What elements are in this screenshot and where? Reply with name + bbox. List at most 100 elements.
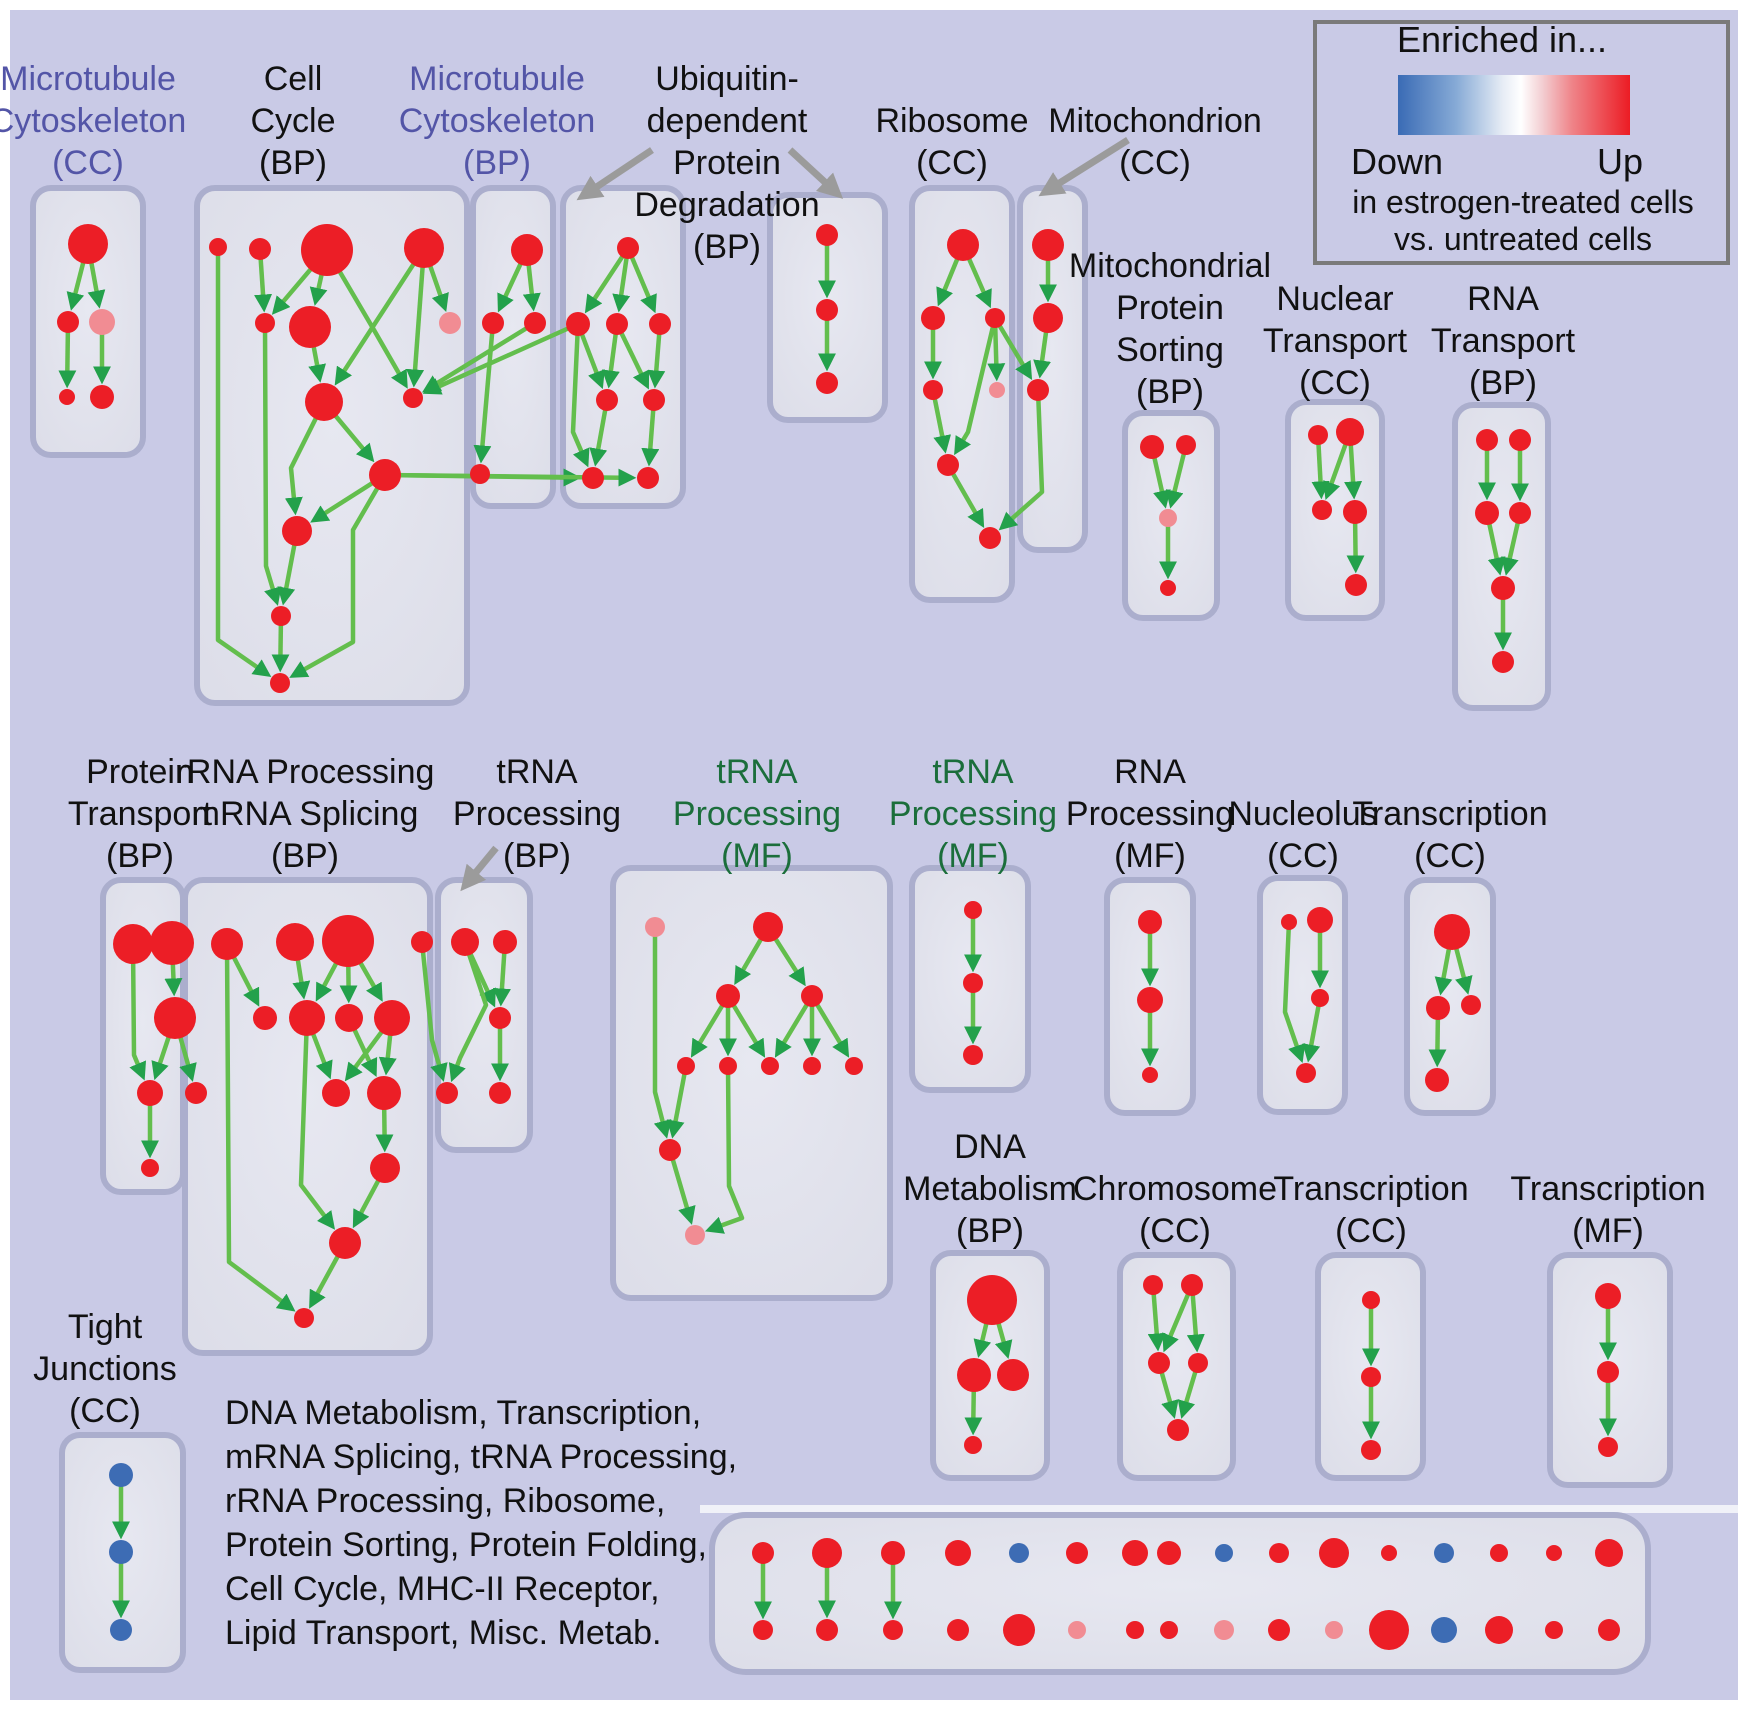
- cluster-label-ubiquitin-degradation: Ubiquitin-: [655, 60, 799, 98]
- go-term-node-protein-transport-0: [113, 924, 153, 964]
- legend-up-label: Up: [1597, 141, 1643, 182]
- go-term-node-rrna-mrna-1: [276, 923, 314, 961]
- go-term-node-ribosome-0: [947, 229, 979, 261]
- cluster-label-nuclear-transport: Transport: [1263, 322, 1408, 360]
- cluster-label-rna-transport: Transport: [1431, 322, 1576, 360]
- misc-clusters-text: DNA Metabolism, Transcription,: [225, 1394, 701, 1432]
- trna-bp-arrow: [460, 845, 499, 892]
- go-term-node-misc-strip-24: [1214, 1620, 1234, 1640]
- cluster-label-trna-processing-mf-small: (MF): [937, 837, 1009, 875]
- cluster-label-trna-processing-mf-small: Processing: [889, 795, 1057, 833]
- legend-subtitle-1: in estrogen-treated cells: [1352, 184, 1694, 220]
- cluster-label-mitochondrion: (CC): [1119, 144, 1191, 182]
- go-term-node-chromosome-3: [1188, 1353, 1208, 1373]
- go-term-node-rrna-mrna-0: [211, 928, 243, 960]
- cluster-label-cell-cycle: Cell: [264, 60, 323, 98]
- legend-subtitle-2: vs. untreated cells: [1394, 221, 1652, 257]
- legend-colorbar: [1398, 75, 1630, 135]
- go-term-node-nuclear-transport-3: [1343, 500, 1367, 524]
- cluster-label-trna-processing-mf-small: tRNA: [932, 753, 1014, 791]
- go-term-node-trna-processing-mf-big-3: [801, 985, 823, 1007]
- go-term-node-ubiquitin-degradation-2: [606, 313, 628, 335]
- misc-clusters-text: rRNA Processing, Ribosome,: [225, 1482, 665, 1520]
- go-term-node-rrna-mrna-2: [322, 915, 374, 967]
- go-term-node-rna-transport-3: [1509, 502, 1531, 524]
- go-term-node-transcription-cc-bot-0: [1362, 1291, 1380, 1309]
- go-term-node-rrna-mrna-7: [335, 1004, 363, 1032]
- go-term-node-trna-processing-mf-small-1: [963, 973, 983, 993]
- cluster-label-mito-protein-sorting: (BP): [1136, 373, 1204, 411]
- go-term-node-trna-processing-bp-4: [489, 1082, 511, 1104]
- go-term-node-rrna-mrna-11: [370, 1153, 400, 1183]
- go-term-node-chromosome-0: [1143, 1275, 1163, 1295]
- go-term-node-misc-strip-17: [816, 1619, 838, 1641]
- cluster-label-microtubule-bp: Microtubule: [409, 60, 585, 98]
- go-term-node-trna-processing-bp-1: [493, 930, 517, 954]
- go-term-node-misc-strip-11: [1381, 1545, 1397, 1561]
- go-term-node-ubiquitin-degradation-3: [649, 313, 671, 335]
- cluster-label-rna-transport: RNA: [1467, 280, 1539, 318]
- go-term-node-transcription-cc-mid-1: [1426, 996, 1450, 1020]
- cluster-label-rrna-mrna: mRNA Splicing: [192, 795, 419, 833]
- edge-cell-cycle: [325, 248, 408, 389]
- go-term-node-ubiquitin-degradation-1: [566, 312, 590, 336]
- edge-cell-cycle: [406, 247, 427, 388]
- go-term-node-cell-cycle-10: [282, 516, 312, 546]
- cluster-box-dna-metabolism: [930, 1250, 1050, 1481]
- go-term-node-transcription-cc-mid-2: [1461, 995, 1481, 1015]
- misc-clusters-text: Protein Sorting, Protein Folding,: [225, 1526, 707, 1564]
- go-term-node-trna-processing-bp-3: [436, 1082, 458, 1104]
- go-term-node-misc-strip-20: [1003, 1614, 1035, 1646]
- misc-clusters-text: mRNA Splicing, tRNA Processing,: [225, 1438, 737, 1476]
- go-term-node-cell-cycle-1: [249, 238, 271, 260]
- cluster-label-trna-processing-bp: tRNA: [496, 753, 578, 791]
- cluster-label-nuclear-transport: Nuclear: [1276, 280, 1393, 318]
- cluster-label-rna-transport: (BP): [1469, 364, 1537, 402]
- go-term-node-misc-strip-25: [1268, 1619, 1290, 1641]
- cluster-label-microtubule-cc: Cytoskeleton: [0, 102, 186, 140]
- go-term-node-trna-processing-mf-small-2: [963, 1045, 983, 1065]
- go-term-node-rna-processing-mf-0: [1138, 910, 1162, 934]
- mitochondrion-arrow: [1038, 137, 1130, 197]
- cluster-label-nucleolus: Nucleolus: [1228, 795, 1377, 833]
- go-term-node-misc-strip-10: [1319, 1538, 1349, 1568]
- go-term-node-ubiquitin-degradation-7: [637, 467, 659, 489]
- legend-title: Enriched in...: [1397, 19, 1607, 60]
- go-term-node-protein-transport-1: [150, 921, 194, 965]
- legend-down-label: Down: [1351, 141, 1443, 182]
- go-term-node-microtubule-cc-2: [89, 309, 115, 335]
- go-term-node-nuclear-transport-4: [1345, 574, 1367, 596]
- go-term-node-cell-cycle-4: [255, 313, 275, 333]
- go-term-node-trna-processing-mf-small-0: [964, 901, 982, 919]
- go-term-node-ubiquitin-degradation-5: [643, 389, 665, 411]
- go-term-node-cell-cycle-8: [403, 388, 423, 408]
- cluster-box-nuclear-transport: [1285, 399, 1385, 621]
- cluster-label-ubiquitin-degradation: (BP): [693, 228, 761, 266]
- cluster-label-mitochondrion: Mitochondrion: [1048, 102, 1262, 140]
- misc-clusters-text: Cell Cycle, MHC-II Receptor,: [225, 1570, 660, 1608]
- go-term-node-mitochondrion-2: [1027, 379, 1049, 401]
- cluster-label-nuclear-transport: (CC): [1299, 364, 1371, 402]
- cluster-label-ubiquitin-degradation: Degradation: [634, 186, 819, 224]
- go-term-node-mito-protein-sorting-3: [1160, 580, 1176, 596]
- edge-cell-cycle: [215, 247, 272, 678]
- go-term-node-cell-cycle-11: [271, 606, 291, 626]
- go-term-node-ribosome-1: [921, 306, 945, 330]
- cluster-label-cell-cycle: (BP): [259, 144, 327, 182]
- go-term-node-misc-strip-29: [1485, 1616, 1513, 1644]
- cluster-label-microtubule-bp: (BP): [463, 144, 531, 182]
- go-term-node-ribosome-2: [985, 308, 1005, 328]
- go-term-node-nucleolus-2: [1311, 989, 1329, 1007]
- go-term-node-trna-processing-mf-big-10: [685, 1225, 705, 1245]
- go-term-node-ribosome-4: [989, 382, 1005, 398]
- go-term-node-transcription-mf-1: [1597, 1361, 1619, 1383]
- go-term-node-protein-transport-2: [154, 997, 196, 1039]
- cluster-label-rna-processing-mf: (MF): [1114, 837, 1186, 875]
- go-term-node-misc-strip-15: [1595, 1539, 1623, 1567]
- go-term-node-misc-strip-18: [883, 1620, 903, 1640]
- go-term-node-misc-strip-13: [1490, 1544, 1508, 1562]
- go-term-node-misc-strip-0: [752, 1542, 774, 1564]
- go-term-node-misc-strip-21: [1068, 1621, 1086, 1639]
- cluster-label-transcription-cc-mid: Transcription: [1352, 795, 1547, 833]
